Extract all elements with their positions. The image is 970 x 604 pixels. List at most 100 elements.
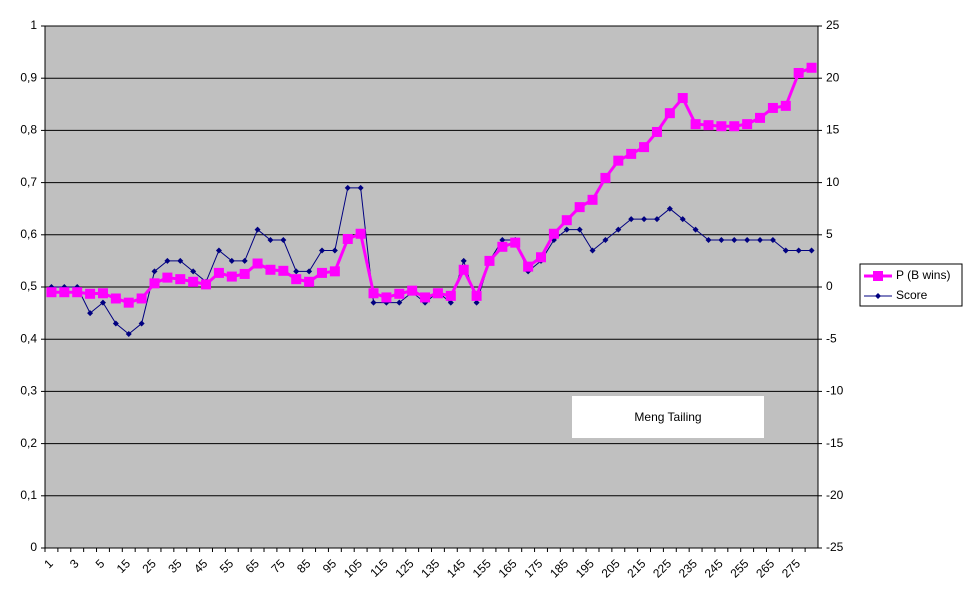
y2-tick-label: 10 xyxy=(826,175,840,189)
x-tick-label: 35 xyxy=(165,556,185,576)
point-marker xyxy=(407,285,418,296)
point-marker xyxy=(806,62,817,73)
point-marker xyxy=(615,226,622,233)
point-marker xyxy=(718,237,725,244)
point-marker xyxy=(484,255,495,266)
point-marker xyxy=(177,257,184,264)
x-tick-label: 265 xyxy=(753,556,777,580)
point-marker xyxy=(241,257,248,264)
point-marker xyxy=(653,216,660,223)
point-marker xyxy=(293,268,300,275)
point-marker xyxy=(576,226,583,233)
y2-tick-label: -10 xyxy=(826,384,844,398)
x-tick-label: 95 xyxy=(320,556,340,576)
point-marker xyxy=(162,272,173,283)
y-tick-label: 0,5 xyxy=(20,279,37,293)
point-marker xyxy=(331,247,338,254)
x-tick-label: 55 xyxy=(217,556,237,576)
point-marker xyxy=(471,290,482,301)
point-marker xyxy=(99,299,106,306)
point-marker xyxy=(87,310,94,317)
x-tick-label: 165 xyxy=(496,556,520,580)
point-marker xyxy=(164,257,171,264)
point-marker xyxy=(110,293,121,304)
annotation-box xyxy=(572,396,764,438)
point-marker xyxy=(666,205,673,212)
x-tick-label: 5 xyxy=(93,556,108,571)
y2-tick-label: -20 xyxy=(826,488,844,502)
point-marker xyxy=(316,267,327,278)
y2-tick-label: -25 xyxy=(826,540,844,554)
point-marker xyxy=(188,276,199,287)
x-tick-label: 155 xyxy=(470,556,494,580)
point-marker xyxy=(46,287,57,298)
point-marker xyxy=(85,288,96,299)
point-marker xyxy=(703,120,714,131)
x-tick-label: 275 xyxy=(779,556,803,580)
point-marker xyxy=(651,126,662,137)
point-marker xyxy=(136,293,147,304)
x-tick-label: 15 xyxy=(114,556,134,576)
point-marker xyxy=(755,112,766,123)
point-marker xyxy=(368,288,379,299)
legend-label: P (B wins) xyxy=(896,268,950,282)
point-marker xyxy=(329,266,340,277)
point-marker xyxy=(254,226,261,233)
point-marker xyxy=(265,264,276,275)
point-marker xyxy=(190,268,197,275)
y2-tick-label: -15 xyxy=(826,436,844,450)
point-marker xyxy=(445,290,456,301)
y2-tick-label: 20 xyxy=(826,70,840,84)
point-marker xyxy=(561,215,572,226)
point-marker xyxy=(716,121,727,132)
point-marker xyxy=(628,216,635,223)
y-tick-label: 0,9 xyxy=(20,70,37,84)
point-marker xyxy=(447,299,454,306)
y2-tick-label: 5 xyxy=(826,227,833,241)
y-tick-label: 0,2 xyxy=(20,436,37,450)
point-marker xyxy=(228,257,235,264)
y-tick-label: 0,4 xyxy=(20,331,37,345)
point-marker xyxy=(318,247,325,254)
point-marker xyxy=(574,202,585,213)
point-marker xyxy=(602,237,609,244)
y2-tick-label: 15 xyxy=(826,123,840,137)
y2-tick-label: -5 xyxy=(826,331,837,345)
point-marker xyxy=(510,237,521,248)
y-tick-label: 0,3 xyxy=(20,384,37,398)
point-marker xyxy=(729,121,740,132)
y2-tick-label: 0 xyxy=(826,279,833,293)
point-marker xyxy=(138,320,145,327)
point-marker xyxy=(587,194,598,205)
x-tick-label: 255 xyxy=(727,556,751,580)
x-tick-label: 115 xyxy=(367,556,391,580)
point-marker xyxy=(175,274,186,285)
y-tick-label: 0,8 xyxy=(20,123,37,137)
x-tick-label: 25 xyxy=(140,556,160,576)
x-tick-label: 245 xyxy=(702,556,726,580)
point-marker xyxy=(563,226,570,233)
point-marker xyxy=(460,257,467,264)
point-marker xyxy=(793,67,804,78)
point-marker xyxy=(769,237,776,244)
x-tick-label: 185 xyxy=(547,556,571,580)
point-marker xyxy=(97,288,108,299)
point-marker xyxy=(679,216,686,223)
x-tick-label: 75 xyxy=(268,556,288,576)
point-marker xyxy=(213,267,224,278)
point-marker xyxy=(370,299,377,306)
point-marker xyxy=(432,288,443,299)
point-marker xyxy=(808,247,815,254)
point-marker xyxy=(355,228,366,239)
point-marker xyxy=(291,274,302,285)
point-marker xyxy=(692,226,699,233)
x-tick-label: 195 xyxy=(573,556,597,580)
legend-marker xyxy=(873,271,883,281)
y-tick-label: 0,1 xyxy=(20,488,37,502)
y-tick-label: 0 xyxy=(30,540,37,554)
x-tick-label: 145 xyxy=(444,556,468,580)
point-marker xyxy=(151,268,158,275)
point-marker xyxy=(278,265,289,276)
point-marker xyxy=(112,320,119,327)
